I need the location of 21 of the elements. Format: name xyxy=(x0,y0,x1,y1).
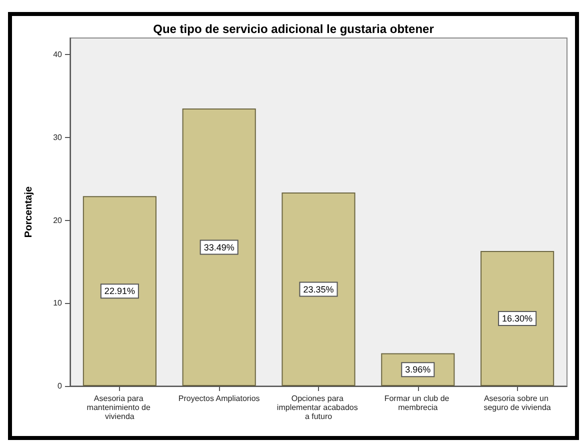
data-label: 23.35% xyxy=(303,284,334,294)
bar xyxy=(480,250,554,386)
y-tick-label: 10 xyxy=(53,298,63,308)
y-axis-title: Porcentaje xyxy=(24,186,34,238)
data-label: 16.30% xyxy=(502,313,533,324)
bar xyxy=(182,108,256,386)
y-tick-label: 40 xyxy=(53,50,63,60)
y-tick-label: 30 xyxy=(53,132,63,142)
bar xyxy=(282,192,356,386)
x-tick-label: Opciones para implementar acabados a futuro xyxy=(276,394,360,421)
y-tick-label: 20 xyxy=(53,216,63,225)
data-label: 3.96% xyxy=(405,364,431,375)
bar xyxy=(82,196,156,386)
x-tick-label: Asesoria para mantenimiento de vivienda xyxy=(86,394,153,421)
data-label: 22.91% xyxy=(104,286,135,296)
data-label: 33.49% xyxy=(204,242,234,252)
y-tick-label: 0 xyxy=(58,382,63,390)
x-tick-label: Formar un club de membrecia xyxy=(384,394,452,412)
x-tick-label: Proyectos Ampliatorios xyxy=(178,394,260,403)
chart-title: Que tipo de servicio adicional le gustaria obtener xyxy=(153,22,434,36)
x-tick-label: Asesoria sobre un seguro de vivienda xyxy=(484,394,552,412)
